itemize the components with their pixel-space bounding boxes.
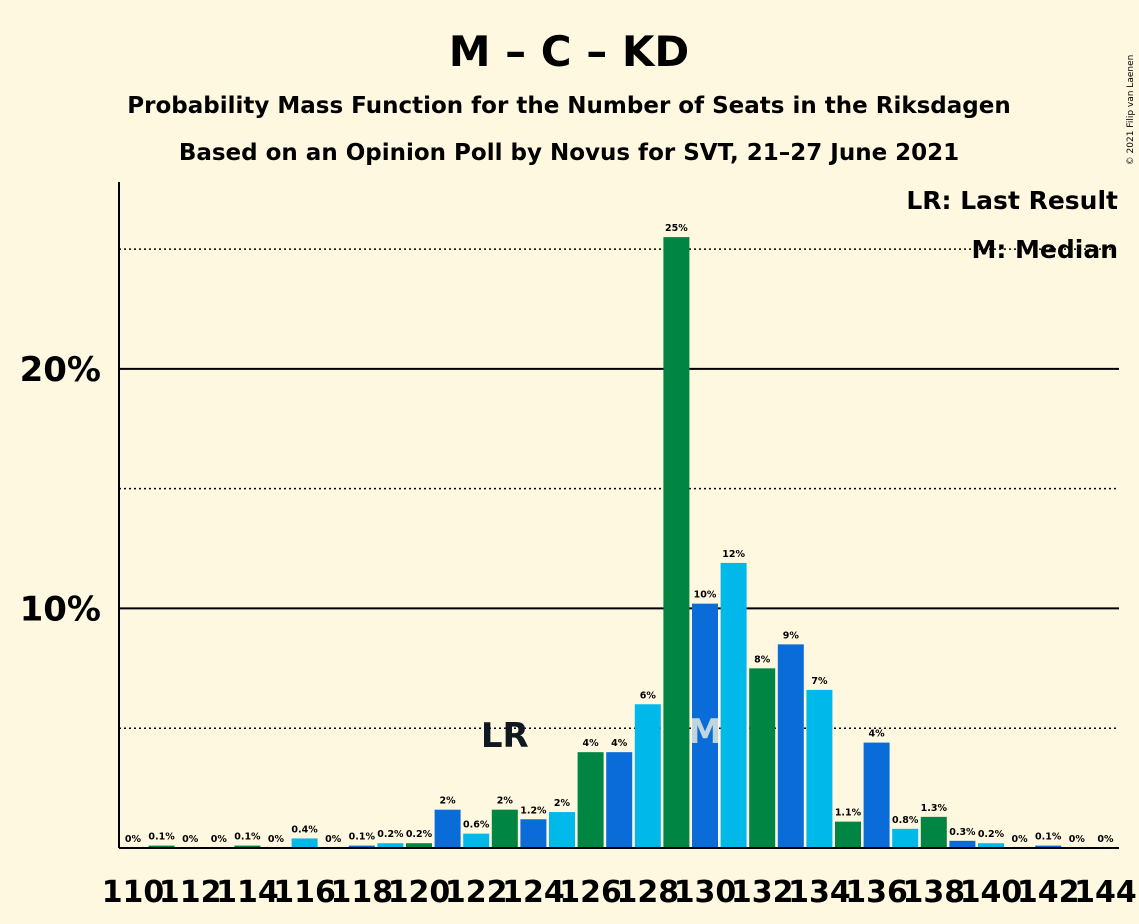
chart-markers: LR M [481,712,722,756]
x-tick-label: 136 [845,875,908,910]
x-tick-label: 126 [559,875,622,910]
copyright-note: © 2021 Filip van Laenen [1126,55,1136,166]
bar-label-seat-131: 12% [722,549,745,560]
bar-label-seat-126: 4% [583,738,600,749]
bar-label-seat-144: 0% [1097,834,1114,845]
bar-seat-139 [949,840,976,848]
bar-label-seat-141: 0% [1012,834,1029,845]
bar-seat-128 [634,704,661,848]
x-tick-label: 112 [159,875,222,910]
x-axis-ticks: 1101121141161181201221241261281301321341… [102,875,1137,910]
bar-label-seat-128: 6% [640,690,657,701]
x-tick-label: 144 [1074,875,1137,910]
chart-title: M – C – KD [449,27,690,76]
x-tick-label: 110 [102,875,165,910]
bar-seat-116 [291,838,318,848]
bar-seat-142 [1035,845,1062,848]
bar-seat-131 [720,562,747,848]
bar-label-seat-139: 0.3% [949,827,976,838]
bar-seat-111 [148,845,175,848]
bar-label-seat-114: 0.1% [234,832,261,843]
x-tick-label: 120 [388,875,451,910]
x-tick-label: 130 [674,875,737,910]
x-tick-label: 124 [502,875,565,910]
bar-label-seat-134: 7% [811,676,828,687]
bar-label-seat-140: 0.2% [978,829,1005,840]
bar-label-seat-112: 0% [182,834,199,845]
bar-seat-125 [549,812,575,848]
bar-label-seat-137: 0.8% [892,815,919,826]
x-tick-label: 138 [902,875,965,910]
x-tick-label: 140 [960,875,1023,910]
bar-label-seat-121: 2% [440,796,457,807]
median-marker: M [688,712,722,752]
bar-label-seat-130: 10% [694,590,717,601]
bar-label-seat-125: 2% [554,798,571,809]
bar-label-seat-127: 4% [611,738,628,749]
bar-label-seat-117: 0% [325,834,342,845]
bar-seat-126 [577,752,604,848]
bar-seat-122 [463,833,490,848]
bar-label-seat-116: 0.4% [291,824,318,835]
bar-seat-120 [406,843,432,848]
bar-label-seat-111: 0.1% [148,832,175,843]
bar-seat-138 [920,816,947,848]
bar-seat-133 [777,644,804,848]
x-tick-label: 128 [616,875,679,910]
x-tick-label: 134 [788,875,851,910]
bar-label-seat-132: 8% [754,654,771,665]
x-tick-label: 142 [1017,875,1080,910]
bar-seat-136 [863,742,890,848]
bar-label-seat-129: 25% [665,223,688,234]
bar-seat-132 [749,668,776,848]
legend-median: M: Median [971,235,1118,264]
bar-seat-119 [377,843,404,848]
bar-label-seat-124: 1.2% [520,805,547,816]
x-tick-label: 116 [273,875,336,910]
bar-label-seat-110: 0% [125,834,142,845]
bar-label-seat-120: 0.2% [406,829,433,840]
bar-label-seat-113: 0% [211,834,228,845]
bar-label-seat-122: 0.6% [463,820,490,831]
bar-label-seat-115: 0% [268,834,285,845]
bar-label-seat-123: 2% [497,796,514,807]
gridlines [119,248,1119,729]
y-axis-ticks: 10% 20% [20,350,101,630]
bar-seat-127 [606,752,633,848]
bar-labels: 0% 0.1% 0% 0% 0.1% 0%0.4%0% 0.1% 0.2% 0.2%2%0.6%… [125,223,1114,845]
bar-label-seat-119: 0.2% [377,829,404,840]
x-tick-label: 118 [330,875,393,910]
bar-label-seat-136: 4% [869,729,886,740]
bar-seat-130 [692,603,718,848]
bar-label-seat-135: 1.1% [835,808,862,819]
bar-seat-135 [835,821,861,848]
bar-label-seat-142: 0.1% [1035,832,1062,843]
bar-label-seat-138: 1.3% [921,803,948,814]
bar-seat-124 [520,819,547,848]
x-tick-label: 132 [731,875,794,910]
y-tick-label: 10% [20,589,101,629]
bar-label-seat-133: 9% [783,630,800,641]
bar-seat-118 [348,845,375,848]
bar-seat-114 [234,845,261,848]
chart-subtitle-1: Probability Mass Function for the Number… [127,93,1010,119]
bar-label-seat-143: 0% [1069,834,1086,845]
bar-seat-121 [434,809,461,848]
chart-subtitle-2: Based on an Opinion Poll by Novus for SV… [179,140,959,166]
x-tick-label: 122 [445,875,508,910]
y-tick-label: 20% [20,350,101,390]
bar-seat-140 [978,843,1004,848]
last-result-marker: LR [481,716,529,756]
x-tick-label: 114 [216,875,279,910]
bar-seat-129 [663,237,690,849]
bar-seat-134 [806,689,833,848]
bar-seat-137 [892,828,919,848]
legend-last-result: LR: Last Result [906,186,1118,215]
bar-seat-123 [491,809,518,848]
bars [148,237,1062,849]
bar-label-seat-118: 0.1% [349,832,376,843]
